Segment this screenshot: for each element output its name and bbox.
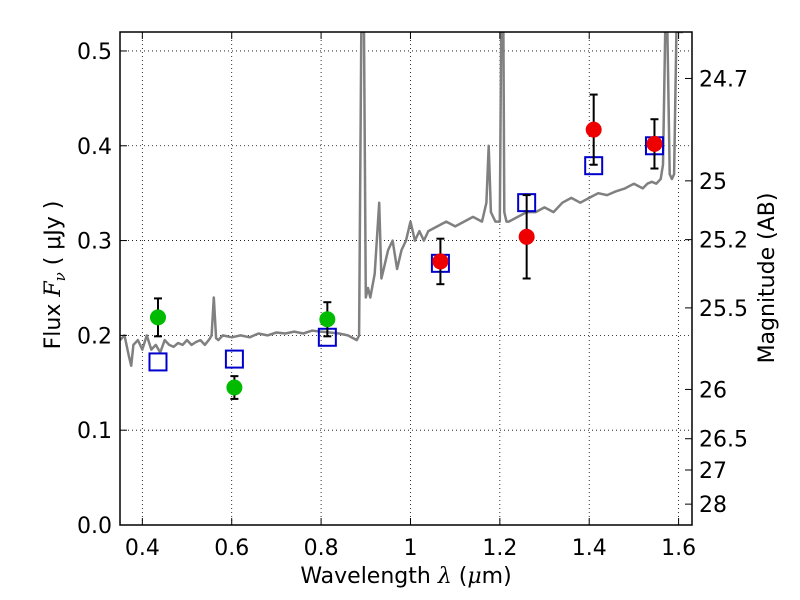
x-axis-label-text: Wavelength	[300, 564, 431, 589]
x-axis-label-unit-mu: μ	[467, 564, 481, 589]
nir-data-point	[585, 121, 602, 138]
y-axis-label-unit: ( μJy )	[41, 201, 66, 266]
magnitude-tick-label: 27	[699, 459, 727, 484]
grid-lines	[120, 32, 692, 526]
magnitude-tick-label: 26	[699, 378, 727, 403]
spectrum-line	[120, 32, 684, 367]
x-tick-label: 0.4	[125, 536, 160, 561]
y-axis-label-subscript: ν	[51, 272, 69, 281]
x-tick-label: 1.2	[482, 536, 517, 561]
magnitude-tick-label: 28	[699, 493, 727, 518]
magnitude-tick-label: 25.5	[699, 297, 748, 322]
y-axis-label: Flux Fν ( μJy )	[41, 201, 69, 350]
y2-axis-label: Magnitude (AB)	[755, 193, 780, 364]
y-tick-label: 0.5	[77, 40, 112, 65]
x-axis-label-unit-open: (	[452, 564, 468, 589]
x-tick-label: 1.4	[572, 536, 607, 561]
x-tick-label: 1	[403, 536, 417, 561]
y-tick-label: 0.0	[77, 514, 112, 539]
nir-data-point	[432, 253, 449, 270]
y-tick-label: 0.2	[77, 324, 112, 349]
y-axis-label-symbol: F	[41, 281, 66, 298]
optical-data-point	[149, 309, 166, 326]
magnitude-tick-label: 26.5	[699, 428, 748, 453]
data-layer	[120, 32, 684, 400]
plot-frame	[119, 31, 693, 526]
x-tick-label: 0.6	[214, 536, 249, 561]
y-axis-label-text: Flux	[41, 297, 66, 350]
x-axis-label-unit-rest: m)	[482, 564, 512, 589]
optical-data-point	[319, 311, 336, 328]
x-tick-label: 0.8	[304, 536, 339, 561]
model-photometry-square	[224, 349, 244, 369]
magnitude-tick-label: 24.7	[699, 67, 748, 92]
y-tick-label: 0.3	[77, 230, 112, 255]
model-photometry-square	[148, 352, 168, 372]
y-tick-label: 0.4	[77, 135, 112, 160]
magnitude-tick-label: 25	[699, 170, 727, 195]
y-tick-label: 0.1	[77, 419, 112, 444]
x-axis-label-symbol: λ	[437, 564, 452, 589]
axis-ticks: 0.4 0.6 0.8 1 1.2 1.4 1.6 0.0 0.1 0.2 0.3 0.4 0.5 24.…	[77, 32, 748, 561]
nir-data-point	[518, 228, 535, 245]
x-tick-label: 1.6	[661, 536, 696, 561]
optical-data-point	[226, 379, 243, 396]
magnitude-tick-label: 25.2	[699, 229, 748, 254]
x-axis-label: Wavelength λ (μm)	[300, 564, 511, 589]
nir-data-point	[646, 135, 663, 152]
